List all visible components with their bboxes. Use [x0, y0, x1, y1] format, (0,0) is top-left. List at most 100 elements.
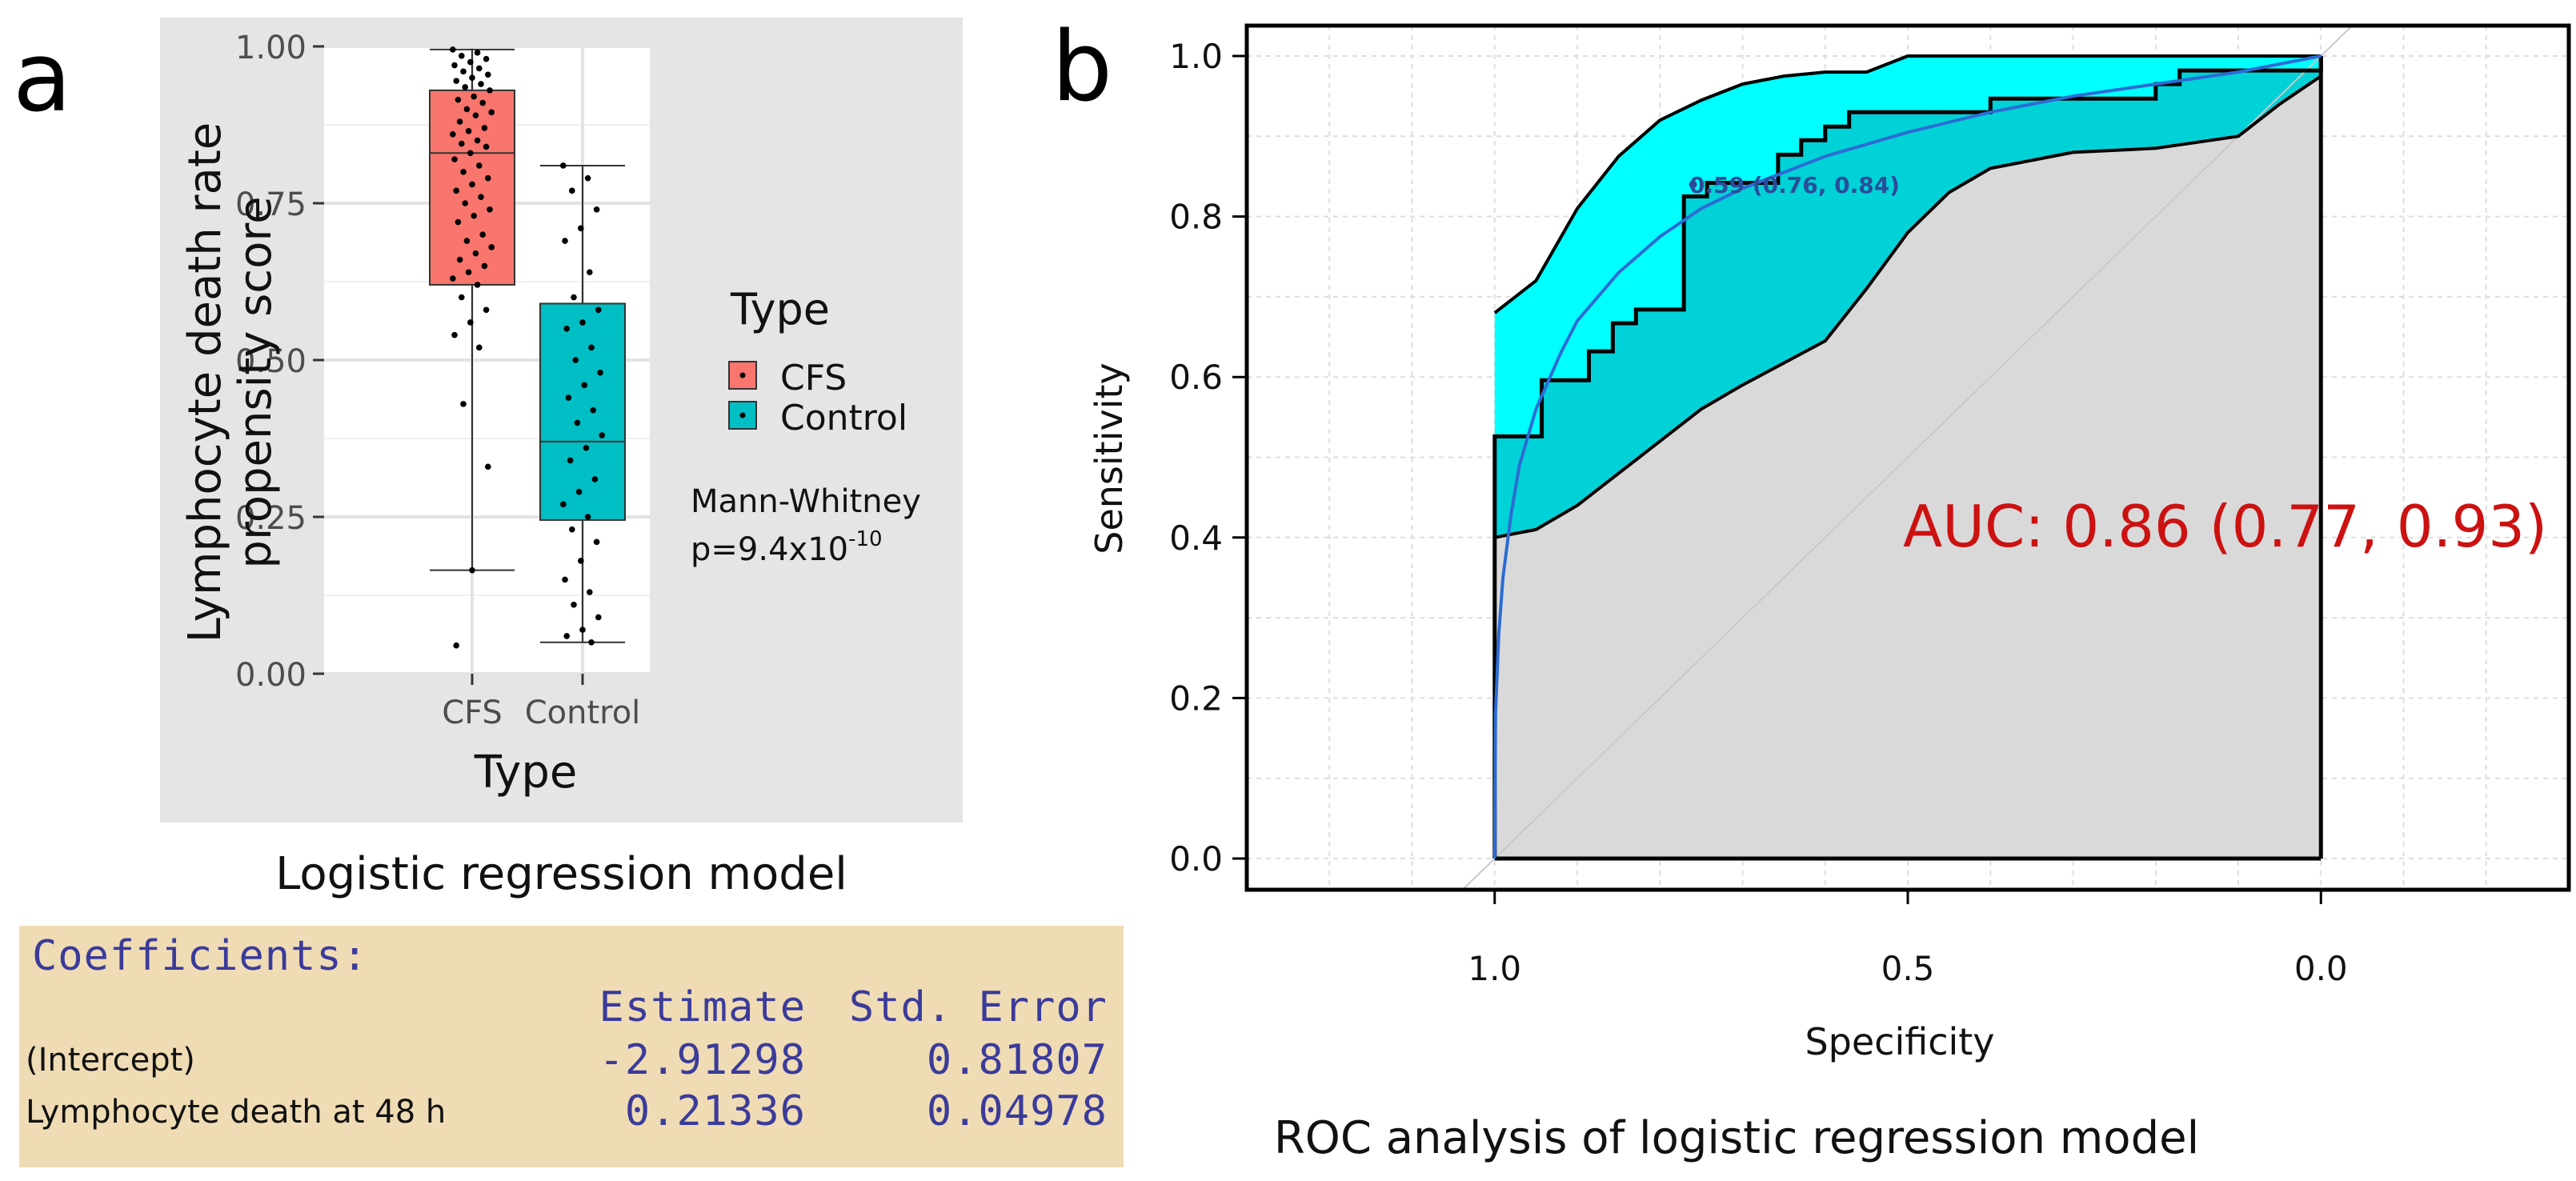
boxplot-ytick-label: 0.25: [235, 500, 306, 537]
boxplot-point: [469, 181, 475, 188]
roc-ci-lower: [1494, 74, 2322, 539]
boxplot-point: [469, 566, 475, 574]
boxplot-point: [460, 401, 467, 407]
boxplot-point: [476, 65, 483, 72]
p-value-exponent: -10: [848, 527, 882, 551]
boxplot-point: [451, 331, 458, 338]
roc-ytick-label: 0.6: [1169, 358, 1223, 397]
boxplot-point: [569, 526, 575, 533]
boxplot-point: [569, 187, 575, 194]
boxplot-point: [487, 206, 493, 213]
boxplot-point: [587, 269, 593, 276]
boxplot-point: [563, 633, 570, 639]
boxplot-point: [450, 46, 456, 53]
boxplot-point: [462, 200, 468, 206]
boxplot-point: [474, 50, 481, 56]
boxplot-point: [593, 538, 600, 546]
roc-axes: 0.0 0.2 0.4 0.6 0.8 1.0 1.0 0.5 0.0: [1169, 23, 2571, 988]
roc-xtick-label: 0.5: [1881, 949, 1935, 988]
roc-ytick-label: 1.0: [1169, 37, 1223, 76]
coefficients-col-std-error: Std. Error: [848, 983, 1108, 1031]
legend-title: Type: [730, 284, 830, 334]
roc-ci-band-inner: [1494, 56, 2322, 538]
boxplot-point: [483, 55, 490, 62]
boxplot-point: [474, 137, 481, 144]
coefficients-col-estimate: Estimate: [599, 983, 806, 1031]
roc-ytick-label: 0.0: [1169, 839, 1223, 879]
boxplot-point: [571, 294, 577, 301]
boxplot-axes: 0.00 0.25 0.50 0.75 1.00 CFS Control: [235, 30, 640, 731]
boxplot-ytick-label: 1.00: [235, 30, 306, 66]
boxplot-point: [453, 78, 459, 84]
roc-lines: [1461, 26, 2354, 890]
boxplot-point: [467, 319, 474, 326]
boxplot-ytick-label: 0.75: [235, 186, 306, 223]
boxplot-point: [472, 250, 479, 257]
boxplot-point: [581, 382, 587, 389]
boxplot-point: [563, 326, 570, 332]
boxplot-point: [456, 256, 463, 263]
boxplot-point: [455, 218, 462, 226]
roc-chart: 0.0 0.2 0.4 0.6 0.8 1.0 1.0 0.5 0.0 0.59 (0.76, …: [1088, 23, 2571, 1063]
roc-threshold-label: 0.59 (0.76, 0.84): [1689, 172, 1900, 198]
boxplot-point: [460, 68, 467, 75]
boxplot-point: [478, 194, 484, 200]
roc-ci-band: [1494, 56, 2322, 538]
boxplot-point: [572, 357, 579, 363]
boxplot-point: [471, 93, 477, 100]
boxplot-point: [483, 306, 490, 314]
boxplot-point: [562, 576, 568, 583]
coefficient-row-std-error: 0.04978: [926, 1087, 1108, 1135]
boxplot-point: [588, 344, 595, 351]
boxplot-point: [451, 156, 458, 162]
boxplot-ytick-label: 0.00: [235, 657, 306, 694]
coefficient-row-label: Lymphocyte death at 48 h: [26, 1094, 447, 1131]
legend-key-control: [728, 401, 757, 430]
boxplot-point: [476, 162, 483, 169]
boxplot-point: [485, 463, 491, 470]
boxplot-point: [472, 112, 479, 119]
coefficient-row-std-error: 0.81807: [926, 1036, 1108, 1084]
boxplot-point: [565, 394, 572, 401]
boxplot-point: [571, 601, 577, 608]
boxplot-point: [479, 99, 486, 106]
boxplot-point: [485, 71, 491, 78]
panel-a-letter: a: [13, 22, 72, 134]
roc-threshold-point: [1689, 180, 1697, 189]
boxplot-point: [591, 476, 599, 482]
boxplot-point: [575, 488, 583, 495]
coefficient-row-estimate: 0.21336: [624, 1087, 806, 1135]
boxplot-point: [459, 140, 465, 147]
boxplot-point: [597, 369, 603, 376]
boxplot-xlabel: Type: [474, 747, 578, 799]
legend-label-control: Control: [780, 398, 907, 438]
boxplot-point: [453, 187, 459, 194]
boxplot-xtick-label: CFS: [442, 695, 503, 731]
boxplot-point: [474, 282, 481, 288]
boxplot-point: [481, 125, 488, 131]
boxplot-point: [467, 150, 474, 157]
boxplot-point: [476, 344, 483, 351]
boxplot-point: [488, 109, 495, 116]
boxplot-point: [574, 419, 581, 426]
panel-b-caption: ROC analysis of logistic regression mode…: [1273, 1112, 2200, 1164]
boxplot-point: [562, 238, 568, 244]
roc-chance-line: [1461, 26, 2354, 890]
boxplot-point: [469, 74, 475, 81]
boxplot-point: [578, 558, 584, 564]
boxplot-point: [595, 614, 602, 621]
boxplot-ytick-label: 0.50: [235, 343, 306, 380]
boxplot-boxes: [429, 48, 626, 643]
boxplot-point: [595, 306, 602, 314]
boxplot-point: [578, 225, 584, 232]
roc-ci-upper: [1493, 54, 2322, 314]
boxplot-box-control: [539, 302, 626, 521]
roc-ylabel: Sensitivity: [1088, 362, 1131, 554]
boxplot-point: [488, 244, 495, 250]
boxplot-point: [463, 106, 471, 113]
boxplot-point: [485, 174, 491, 182]
roc-ytick-label: 0.4: [1169, 518, 1223, 558]
boxplot-point: [467, 58, 474, 66]
panel-a-caption: Logistic regression model: [275, 848, 847, 900]
